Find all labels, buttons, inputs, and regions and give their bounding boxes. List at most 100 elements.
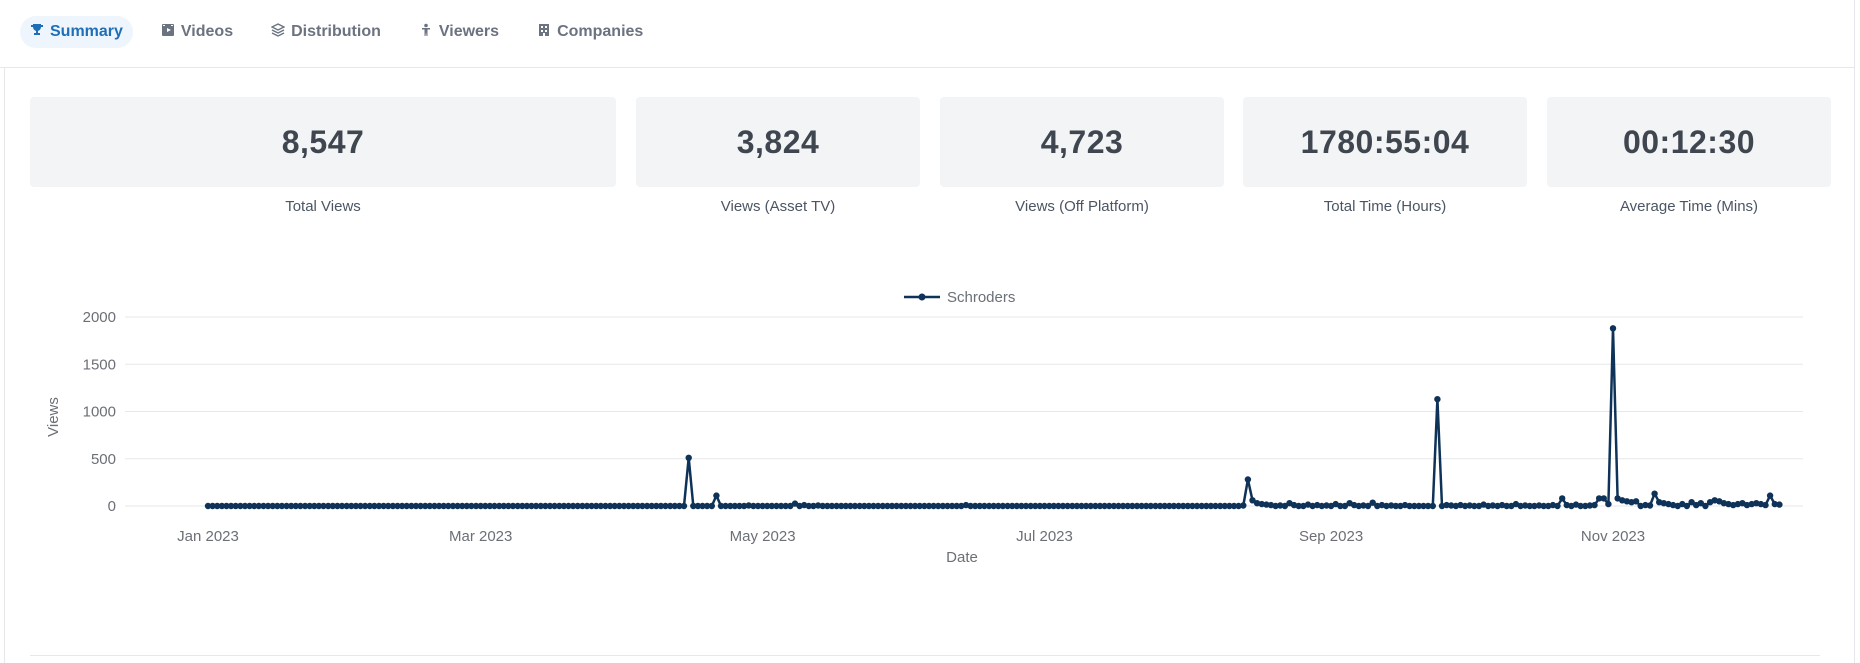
data-point: [703, 502, 711, 510]
data-point: [1212, 502, 1219, 510]
data-point: [851, 502, 859, 510]
layers-icon: [270, 22, 286, 42]
data-point: [583, 502, 591, 510]
divider: [30, 655, 1820, 656]
data-point: [1448, 502, 1455, 509]
data-point: [1341, 502, 1349, 510]
y-tick-label: 0: [108, 498, 116, 515]
data-point: [602, 502, 609, 510]
data-point: [1055, 502, 1062, 510]
data-point: [523, 502, 531, 510]
data-point: [1110, 502, 1118, 510]
data-point: [944, 502, 951, 510]
data-point: [214, 502, 221, 510]
data-point: [565, 502, 572, 510]
data-point: [1193, 502, 1201, 510]
data-point: [445, 502, 452, 510]
data-point: [1295, 502, 1302, 510]
data-point: [454, 502, 461, 510]
tab-list: Summary Videos Distribution Viewers Companie…: [20, 16, 671, 48]
data-point: [500, 502, 507, 510]
data-point: [884, 502, 891, 510]
data-point: [754, 502, 762, 510]
film-icon: [161, 23, 175, 42]
average-time-label: Average Time (Mins): [1619, 198, 1759, 215]
data-point: [902, 502, 910, 510]
data-point: [223, 502, 230, 510]
data-point: [482, 502, 489, 510]
data-point: [1411, 502, 1418, 510]
data-point: [1688, 499, 1695, 506]
data-point: [408, 502, 415, 510]
data-point: [1646, 502, 1654, 509]
data-point: [810, 502, 817, 510]
data-point: [620, 502, 628, 510]
data-point: [1198, 502, 1205, 510]
data-point: [930, 502, 937, 510]
data-point: [320, 502, 327, 510]
data-point: [911, 502, 919, 510]
data-point: [334, 502, 341, 510]
data-point: [662, 502, 669, 510]
data-point: [1489, 502, 1497, 509]
data-point: [1221, 502, 1229, 510]
data-point: [394, 502, 401, 510]
data-point: [1240, 502, 1247, 509]
total-views-value: 8,547: [30, 97, 616, 187]
tab-bar: Summary Videos Distribution Viewers Companie…: [0, 0, 1855, 68]
data-point: [477, 502, 484, 510]
data-point: [1166, 502, 1173, 510]
data-point: [1184, 502, 1192, 510]
data-point: [948, 502, 956, 510]
data-point: [246, 502, 253, 510]
data-point: [819, 502, 826, 510]
data-point: [736, 502, 743, 510]
y-tick-label: 1000: [83, 404, 116, 421]
data-point: [593, 502, 600, 510]
data-point: [1392, 502, 1400, 510]
data-point: [1526, 502, 1534, 510]
data-point: [625, 502, 632, 510]
tab-summary[interactable]: Summary: [20, 16, 133, 48]
data-point: [1124, 502, 1131, 510]
data-point: [856, 502, 863, 510]
data-point: [366, 502, 373, 510]
data-point: [218, 502, 226, 510]
data-point: [824, 502, 831, 510]
data-point: [981, 502, 988, 510]
data-point: [1434, 396, 1441, 403]
data-point: [680, 502, 688, 510]
data-point: [260, 502, 267, 510]
data-point: [343, 502, 350, 510]
y-tick-label: 2000: [83, 309, 116, 326]
data-point: [1180, 502, 1187, 510]
y-axis-label: Views: [45, 397, 62, 437]
data-point: [532, 502, 540, 510]
tab-videos[interactable]: Videos: [151, 16, 243, 48]
data-point: [1702, 502, 1709, 510]
series-line: [208, 327, 1780, 508]
data-point: [671, 502, 678, 510]
data-point: [1022, 502, 1030, 510]
tab-companies[interactable]: Companies: [527, 16, 653, 48]
data-point: [717, 502, 725, 510]
data-point: [556, 502, 563, 510]
data-point: [1203, 502, 1210, 510]
data-point: [1078, 502, 1085, 510]
data-point: [1018, 502, 1025, 510]
data-point: [1632, 498, 1640, 505]
tab-viewers[interactable]: Viewers: [409, 16, 509, 48]
data-point: [297, 502, 304, 510]
tab-label: Viewers: [438, 23, 500, 40]
data-point: [597, 502, 604, 510]
tab-distribution[interactable]: Distribution: [261, 16, 391, 48]
data-point: [380, 502, 387, 510]
data-point: [870, 502, 877, 510]
views-off-platform-label: Views (Off Platform): [1015, 198, 1149, 215]
data-point: [468, 502, 475, 510]
data-point: [1230, 502, 1238, 510]
y-tick-label: 1500: [83, 356, 116, 373]
data-point: [1605, 500, 1612, 508]
data-point: [1036, 502, 1044, 510]
data-point: [1383, 502, 1390, 510]
